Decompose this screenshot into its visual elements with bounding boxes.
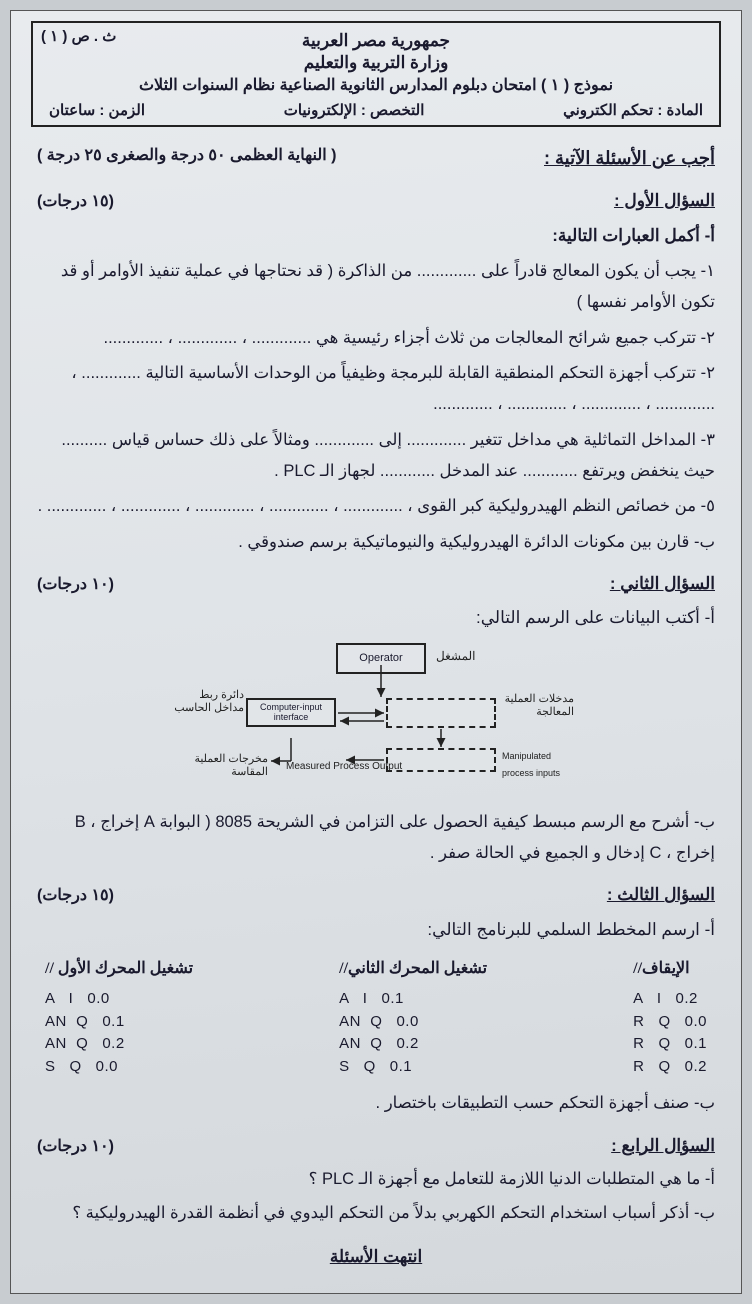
- q1-a-4: ٣- المداخل التماثلية هي مداخل تتغير ....…: [37, 425, 715, 488]
- spec-value: الإلكترونيات: [284, 102, 357, 119]
- ministry-line: وزارة التربية والتعليم: [45, 53, 707, 73]
- q2-header: السؤال الثاني : (١٠ درجات): [37, 558, 715, 600]
- time-label: الزمن :: [99, 102, 145, 119]
- q1-b: ب- قارن بين مكونات الدائرة الهيدروليكية …: [37, 527, 715, 558]
- q1-a-2: ٢- تتركب جميع شرائح المعالجات من ثلاث أج…: [37, 323, 715, 354]
- table-row: S Q 0.0: [45, 1056, 193, 1079]
- form-number: ث . ص ( ١ ): [41, 27, 116, 45]
- score-row: أجب عن الأسئلة الآتية : ( النهاية العظمى…: [37, 141, 715, 175]
- time-value: ساعتان: [49, 102, 95, 119]
- table-row: R Q 0.0: [633, 1011, 707, 1034]
- subject-cell: المادة : تحكم الكتروني: [563, 101, 703, 119]
- diagram-arrows: [176, 643, 576, 803]
- q2-b: ب- أشرح مع الرسم مبسط كيفية الحصول على ا…: [37, 807, 715, 870]
- table-motor1-head: تشغيل المحرك الأول //: [45, 954, 193, 984]
- table-row: AN Q 0.2: [339, 1033, 487, 1056]
- table-row: AN Q 0.2: [45, 1033, 193, 1056]
- q3-b: ب- صنف أجهزة التحكم حسب التطبيقات باختصا…: [37, 1088, 715, 1119]
- table-row: A I 0.2: [633, 988, 707, 1011]
- table-motor2: تشغيل المحرك الثاني// A I 0.1 AN Q 0.0 A…: [339, 954, 487, 1078]
- q3-header: السؤال الثالث : (١٥ درجات): [37, 869, 715, 911]
- q3-marks: (١٥ درجات): [37, 881, 114, 911]
- q4-a: أ- ما هي المتطلبات الدنيا اللازمة للتعام…: [37, 1164, 715, 1195]
- q2-a: أ- أكتب البيانات على الرسم التالي:: [37, 602, 715, 634]
- max-score: ( النهاية العظمى ٥٠ درجة والصغرى ٢٥ درجة…: [37, 141, 336, 175]
- q1-header: السؤال الأول : (١٥ درجات): [37, 175, 715, 217]
- diagram-wrap: Operator المشغل Computer-input interface…: [37, 643, 715, 803]
- table-row: AN Q 0.1: [45, 1011, 193, 1034]
- q1-title: السؤال الأول :: [614, 185, 715, 217]
- exam-title-line: نموذج ( ١ ) امتحان دبلوم المدارس الثانوي…: [45, 75, 707, 95]
- q1-a-head: أ- أكمل العبارات التالية:: [37, 220, 715, 252]
- table-row: AN Q 0.0: [339, 1011, 487, 1034]
- q1-a-5: ٥- من خصائص النظم الهيدروليكية كبر القوى…: [37, 491, 715, 522]
- header-center: جمهورية مصر العربية وزارة التربية والتعل…: [45, 31, 707, 95]
- table-motor1: تشغيل المحرك الأول // A I 0.0 AN Q 0.1 A…: [45, 954, 193, 1078]
- table-row: R Q 0.2: [633, 1056, 707, 1079]
- block-diagram: Operator المشغل Computer-input interface…: [176, 643, 576, 803]
- answer-heading: أجب عن الأسئلة الآتية :: [544, 141, 715, 175]
- time-cell: الزمن : ساعتان: [49, 101, 145, 119]
- content: أجب عن الأسئلة الآتية : ( النهاية العظمى…: [31, 141, 721, 1273]
- spec-cell: التخصص : الإلكترونيات: [145, 101, 563, 119]
- program-tables: الإيقاف// A I 0.2 R Q 0.0 R Q 0.1 R Q 0.…: [37, 954, 715, 1078]
- q1-marks: (١٥ درجات): [37, 187, 114, 217]
- q4-marks: (١٠ درجات): [37, 1132, 114, 1162]
- end-line: انتهت الأسئلة: [37, 1241, 715, 1273]
- table-stop-head: الإيقاف//: [633, 954, 707, 984]
- q1-a-3: ٢- تتركب أجهزة التحكم المنطقية القابلة ل…: [37, 358, 715, 421]
- spec-label: التخصص :: [361, 102, 425, 119]
- q3-title: السؤال الثالث :: [607, 879, 715, 911]
- table-row: A I 0.1: [339, 988, 487, 1011]
- q2-title: السؤال الثاني :: [610, 568, 715, 600]
- q1-a-1: ١- يجب أن يكون المعالج قادراً على ......…: [37, 256, 715, 319]
- q4-header: السؤال الرابع : (١٠ درجات): [37, 1120, 715, 1162]
- subject-label: المادة :: [657, 102, 703, 119]
- table-row: R Q 0.1: [633, 1033, 707, 1056]
- q2-marks: (١٠ درجات): [37, 570, 114, 600]
- table-stop: الإيقاف// A I 0.2 R Q 0.0 R Q 0.1 R Q 0.…: [633, 954, 707, 1078]
- table-row: S Q 0.1: [339, 1056, 487, 1079]
- table-row: A I 0.0: [45, 988, 193, 1011]
- header-bottom: المادة : تحكم الكتروني التخصص : الإلكترو…: [45, 101, 707, 119]
- q3-a: أ- ارسم المخطط السلمي للبرنامج التالي:: [37, 914, 715, 946]
- q4-b: ب- أذكر أسباب استخدام التحكم الكهربي بدل…: [37, 1198, 715, 1229]
- table-motor2-head: تشغيل المحرك الثاني//: [339, 954, 487, 984]
- header-box: ث . ص ( ١ ) جمهورية مصر العربية وزارة ال…: [31, 21, 721, 127]
- country-line: جمهورية مصر العربية: [45, 31, 707, 51]
- exam-page: ث . ص ( ١ ) جمهورية مصر العربية وزارة ال…: [10, 10, 742, 1294]
- subject-value: تحكم الكتروني: [563, 102, 653, 119]
- q4-title: السؤال الرابع :: [611, 1130, 715, 1162]
